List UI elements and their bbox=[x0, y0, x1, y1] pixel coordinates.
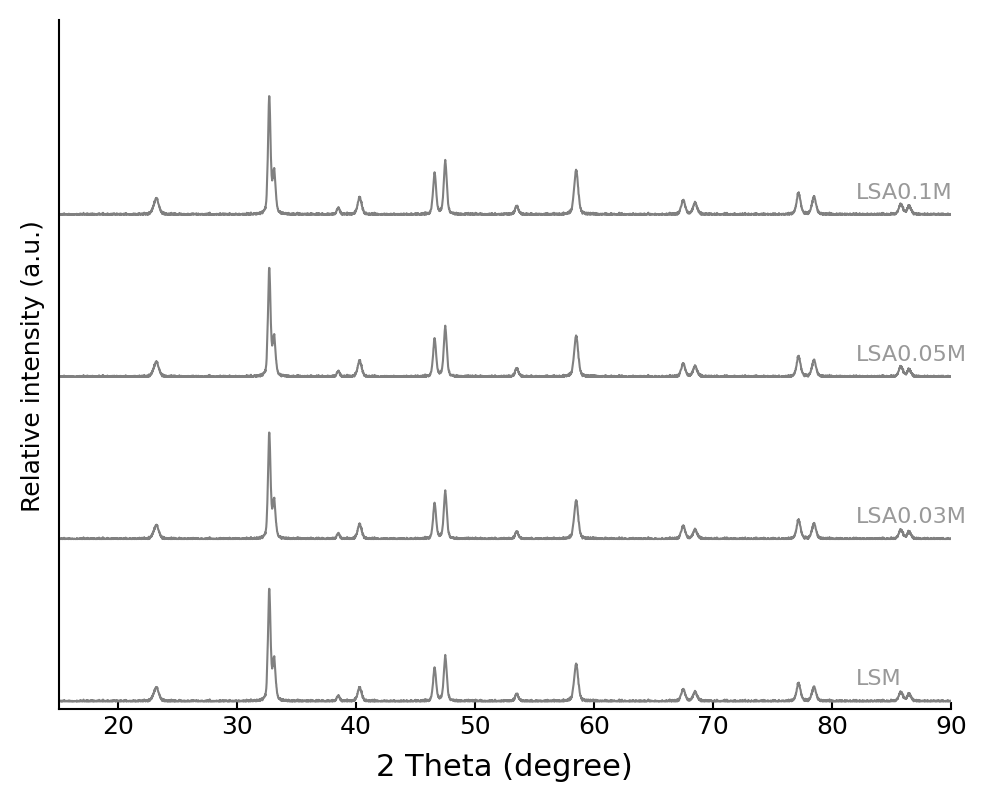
Text: LSA0.1M: LSA0.1M bbox=[856, 182, 952, 202]
X-axis label: 2 Theta (degree): 2 Theta (degree) bbox=[376, 752, 633, 781]
Y-axis label: Relative intensity (a.u.): Relative intensity (a.u.) bbox=[21, 220, 45, 511]
Text: LSA0.05M: LSA0.05M bbox=[856, 344, 967, 364]
Text: LSA0.03M: LSA0.03M bbox=[856, 506, 967, 526]
Text: LSM: LSM bbox=[856, 669, 901, 688]
